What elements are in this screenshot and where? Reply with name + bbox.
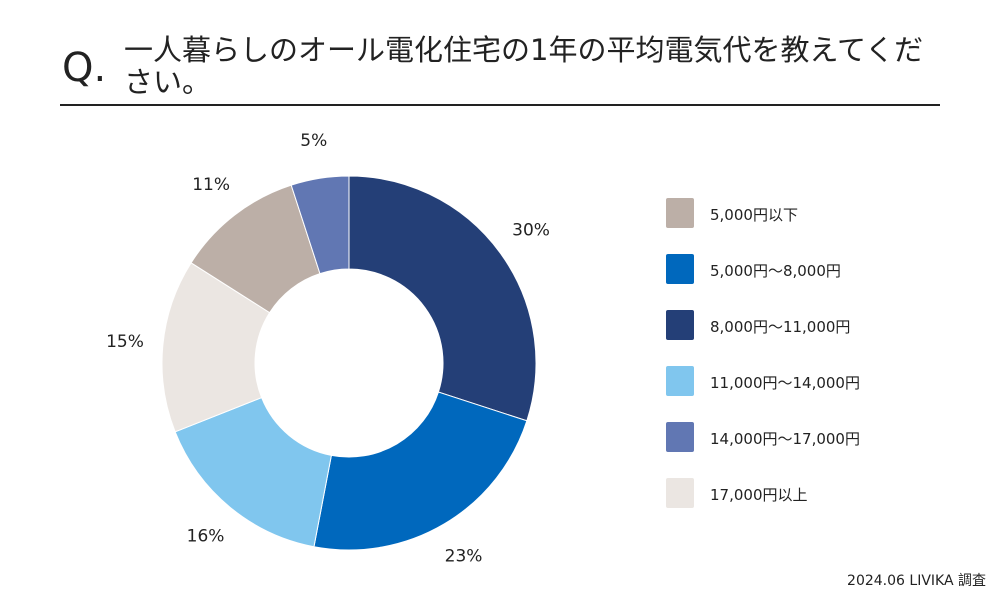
slice-percent-label: 5% xyxy=(300,131,327,151)
legend-swatch xyxy=(666,198,694,228)
legend-swatch xyxy=(666,478,694,508)
legend-item-5: 17,000円以上 xyxy=(666,478,966,534)
slice-percent-label: 16% xyxy=(187,526,225,546)
legend-item-3: 11,000円〜14,000円 xyxy=(666,366,966,422)
legend-swatch xyxy=(666,366,694,396)
slice-percent-label: 23% xyxy=(445,547,483,567)
slice-percent-label: 30% xyxy=(512,221,550,241)
legend-label: 11,000円〜14,000円 xyxy=(710,374,860,392)
legend-item-1: 5,000円〜8,000円 xyxy=(666,254,966,310)
slice-percent-label: 11% xyxy=(192,175,230,195)
question-text: 一人暮らしのオール電化住宅の1年の平均電気代を教えてください。 xyxy=(124,33,924,99)
legend-item-2: 8,000円〜11,000円 xyxy=(666,310,966,366)
legend-swatch xyxy=(666,254,694,284)
legend-label: 8,000円〜11,000円 xyxy=(710,318,851,336)
question-header: Q. 一人暮らしのオール電化住宅の1年の平均電気代を教えてください。 xyxy=(60,34,940,106)
donut-slice-5 xyxy=(290,175,350,275)
legend-label: 5,000円〜8,000円 xyxy=(710,262,841,280)
donut-slice-1 xyxy=(313,391,528,551)
legend-label: 14,000円〜17,000円 xyxy=(710,430,860,448)
survey-source-note: 2024.06 LIVIKA 調査 xyxy=(847,573,986,589)
legend-label: 17,000円以上 xyxy=(710,486,808,504)
donut-slice-2 xyxy=(174,396,332,548)
legend-item-4: 14,000円〜17,000円 xyxy=(666,422,966,478)
legend-label: 5,000円以下 xyxy=(710,206,798,224)
legend: 5,000円以下 5,000円〜8,000円 8,000円〜11,000円 11… xyxy=(666,198,966,534)
legend-swatch xyxy=(666,422,694,452)
question-mark: Q. xyxy=(62,45,107,91)
slice-percent-label: 15% xyxy=(106,332,144,352)
legend-swatch xyxy=(666,310,694,340)
donut-slice-0 xyxy=(348,175,537,422)
donut-slice-3 xyxy=(161,262,271,433)
legend-item-0: 5,000円以下 xyxy=(666,198,966,254)
